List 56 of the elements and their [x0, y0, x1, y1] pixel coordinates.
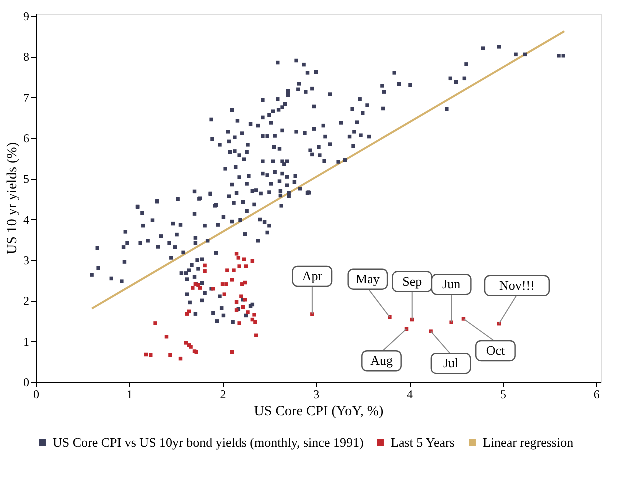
- x-axis-title: US Core CPI (YoY, %): [254, 404, 384, 420]
- point: [198, 286, 202, 290]
- annotation: Jun: [442, 276, 462, 292]
- point: [220, 282, 225, 286]
- point: [234, 252, 239, 256]
- point: [185, 312, 190, 316]
- annotation: Oct: [486, 342, 506, 358]
- y-tick-label: 1: [24, 334, 30, 349]
- point: [232, 268, 236, 272]
- annotation: May: [356, 271, 380, 286]
- point: [230, 350, 234, 354]
- point: [242, 258, 246, 262]
- annotation: Aug: [370, 353, 394, 368]
- point: [203, 264, 207, 268]
- point: [236, 256, 241, 260]
- legend-label: US Core CPI vs US 10yr bond yields (monthly, since 1991): [53, 434, 364, 450]
- y-tick-label: 9: [24, 10, 30, 24]
- point: [254, 320, 258, 324]
- point: [168, 353, 172, 358]
- y-tick-label: 5: [24, 172, 30, 186]
- y-tick-label: 7: [24, 90, 30, 105]
- annotation: Nov!!!: [500, 278, 535, 293]
- x-tick-label: 6: [594, 388, 600, 402]
- y-axis-title: US 10 yr yields (%): [6, 142, 20, 254]
- x-tick-label: 4: [407, 388, 414, 402]
- point: [246, 310, 250, 314]
- annotation: Apr: [302, 268, 324, 284]
- point: [240, 294, 244, 298]
- point: [203, 270, 207, 274]
- annotation: Jul: [443, 356, 460, 371]
- x-tick-label: 3: [314, 388, 320, 402]
- y-tick-label: 4: [24, 212, 30, 227]
- point: [226, 268, 230, 272]
- x-tick-label: 1: [126, 388, 133, 402]
- x-tick-label: 2: [220, 388, 226, 402]
- point: [254, 334, 258, 338]
- point: [238, 322, 242, 326]
- point: [252, 313, 256, 317]
- y-tick-label: 2: [24, 294, 30, 308]
- point: [184, 341, 188, 345]
- y-tick-label: 0: [24, 376, 30, 390]
- legend-label: Linear regression: [483, 434, 574, 450]
- x-tick-label: 5: [500, 388, 506, 402]
- y-tick-label: 3: [24, 254, 30, 268]
- point: [230, 278, 234, 282]
- x-tick-label: 0: [34, 388, 40, 402]
- y-tick-label: 8: [24, 50, 30, 64]
- annotation: Sep: [402, 274, 422, 289]
- legend-label: Last 5 Years: [391, 434, 455, 450]
- y-tick-label: 6: [24, 132, 30, 146]
- point: [154, 322, 158, 326]
- point: [244, 264, 248, 268]
- point: [224, 282, 228, 286]
- point: [191, 286, 195, 290]
- point: [238, 264, 242, 268]
- point: [222, 292, 227, 296]
